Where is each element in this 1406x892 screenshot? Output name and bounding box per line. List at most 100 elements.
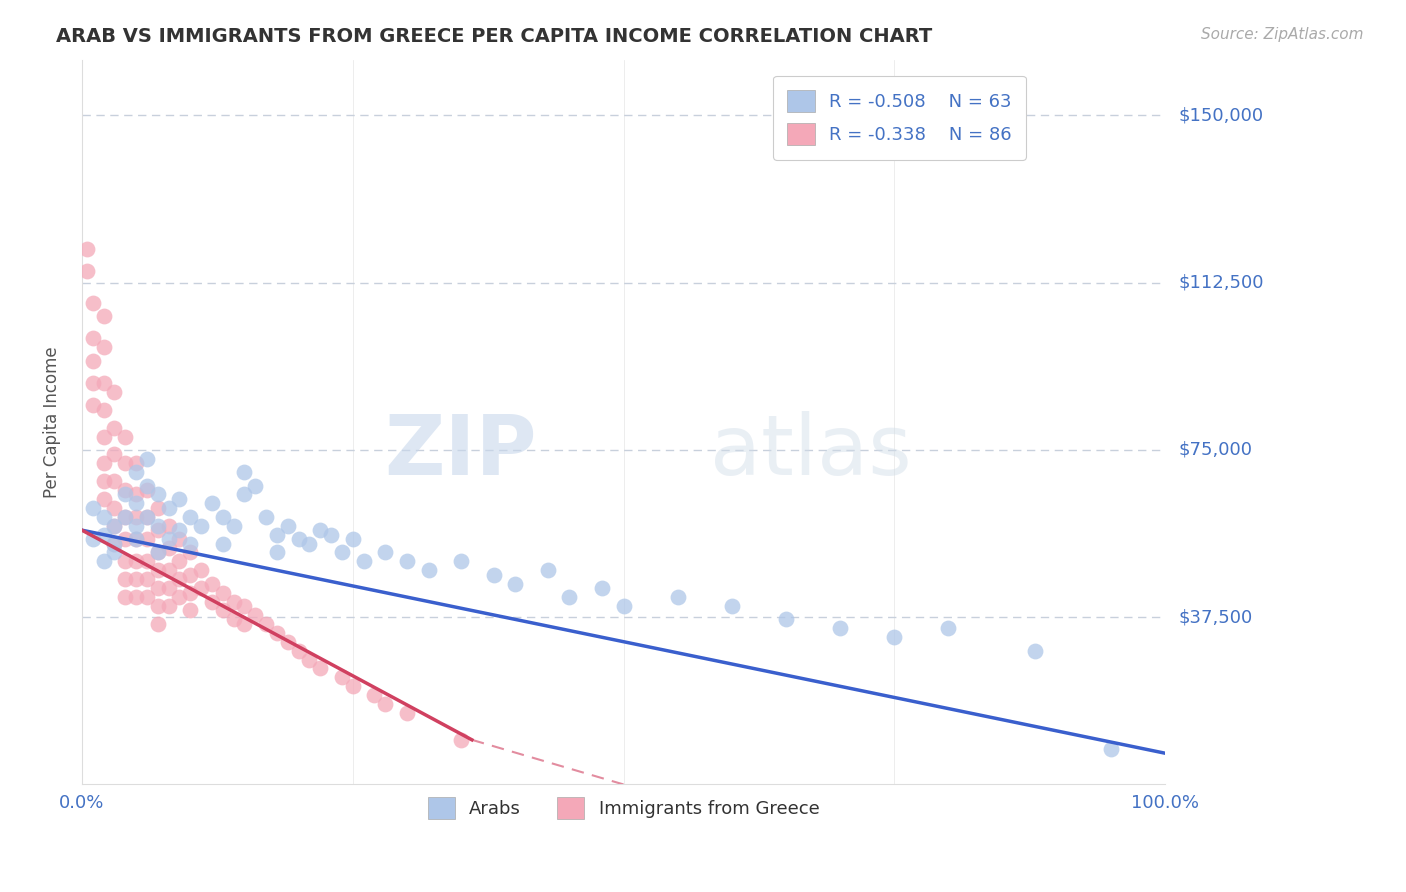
- Point: [190, 581, 212, 595]
- Text: $112,500: $112,500: [1180, 274, 1264, 292]
- Point: [233, 465, 256, 479]
- Point: [93, 309, 115, 323]
- Point: [93, 456, 115, 470]
- Point: [82, 398, 104, 412]
- Point: [93, 474, 115, 488]
- Point: [450, 554, 472, 568]
- Point: [666, 590, 689, 604]
- Point: [136, 478, 159, 492]
- Point: [211, 603, 233, 617]
- Point: [93, 491, 115, 506]
- Point: [125, 509, 148, 524]
- Point: [93, 429, 115, 443]
- Point: [146, 563, 169, 577]
- Point: [330, 545, 353, 559]
- Point: [146, 616, 169, 631]
- Point: [287, 532, 309, 546]
- Point: [82, 295, 104, 310]
- Point: [146, 487, 169, 501]
- Point: [277, 634, 299, 648]
- Point: [93, 376, 115, 390]
- Point: [125, 554, 148, 568]
- Point: [169, 590, 191, 604]
- Point: [114, 590, 136, 604]
- Point: [157, 599, 180, 613]
- Point: [103, 474, 125, 488]
- Y-axis label: Per Capita Income: Per Capita Income: [44, 346, 60, 498]
- Point: [169, 491, 191, 506]
- Point: [418, 563, 440, 577]
- Point: [201, 594, 224, 608]
- Point: [93, 509, 115, 524]
- Point: [482, 567, 505, 582]
- Point: [76, 242, 98, 256]
- Point: [342, 532, 364, 546]
- Point: [374, 545, 396, 559]
- Point: [136, 572, 159, 586]
- Point: [190, 518, 212, 533]
- Point: [76, 264, 98, 278]
- Point: [103, 384, 125, 399]
- Point: [245, 478, 267, 492]
- Point: [222, 612, 245, 626]
- Point: [266, 545, 288, 559]
- Point: [374, 697, 396, 711]
- Point: [883, 630, 905, 644]
- Point: [103, 518, 125, 533]
- Point: [222, 594, 245, 608]
- Point: [179, 545, 201, 559]
- Point: [82, 500, 104, 515]
- Point: [179, 536, 201, 550]
- Point: [169, 554, 191, 568]
- Point: [211, 536, 233, 550]
- Point: [136, 554, 159, 568]
- Point: [233, 487, 256, 501]
- Point: [266, 527, 288, 541]
- Point: [146, 500, 169, 515]
- Point: [157, 563, 180, 577]
- Point: [363, 688, 385, 702]
- Point: [103, 447, 125, 461]
- Point: [93, 402, 115, 417]
- Text: $150,000: $150,000: [1180, 106, 1264, 124]
- Point: [114, 554, 136, 568]
- Point: [146, 523, 169, 537]
- Point: [146, 545, 169, 559]
- Point: [1099, 741, 1122, 756]
- Point: [395, 554, 418, 568]
- Point: [309, 523, 332, 537]
- Point: [277, 518, 299, 533]
- Point: [179, 567, 201, 582]
- Point: [82, 376, 104, 390]
- Point: [612, 599, 634, 613]
- Point: [169, 572, 191, 586]
- Point: [330, 670, 353, 684]
- Point: [125, 532, 148, 546]
- Point: [125, 487, 148, 501]
- Point: [146, 599, 169, 613]
- Point: [179, 509, 201, 524]
- Text: Source: ZipAtlas.com: Source: ZipAtlas.com: [1201, 27, 1364, 42]
- Point: [179, 585, 201, 599]
- Point: [136, 483, 159, 497]
- Point: [157, 500, 180, 515]
- Point: [136, 509, 159, 524]
- Point: [254, 616, 277, 631]
- Point: [201, 576, 224, 591]
- Point: [114, 509, 136, 524]
- Point: [233, 599, 256, 613]
- Point: [157, 581, 180, 595]
- Point: [103, 536, 125, 550]
- Point: [1024, 643, 1046, 657]
- Point: [938, 621, 960, 635]
- Point: [775, 612, 797, 626]
- Point: [211, 585, 233, 599]
- Point: [201, 496, 224, 510]
- Point: [245, 607, 267, 622]
- Text: $37,500: $37,500: [1180, 608, 1253, 626]
- Point: [146, 581, 169, 595]
- Point: [125, 456, 148, 470]
- Point: [125, 590, 148, 604]
- Point: [157, 518, 180, 533]
- Point: [309, 661, 332, 675]
